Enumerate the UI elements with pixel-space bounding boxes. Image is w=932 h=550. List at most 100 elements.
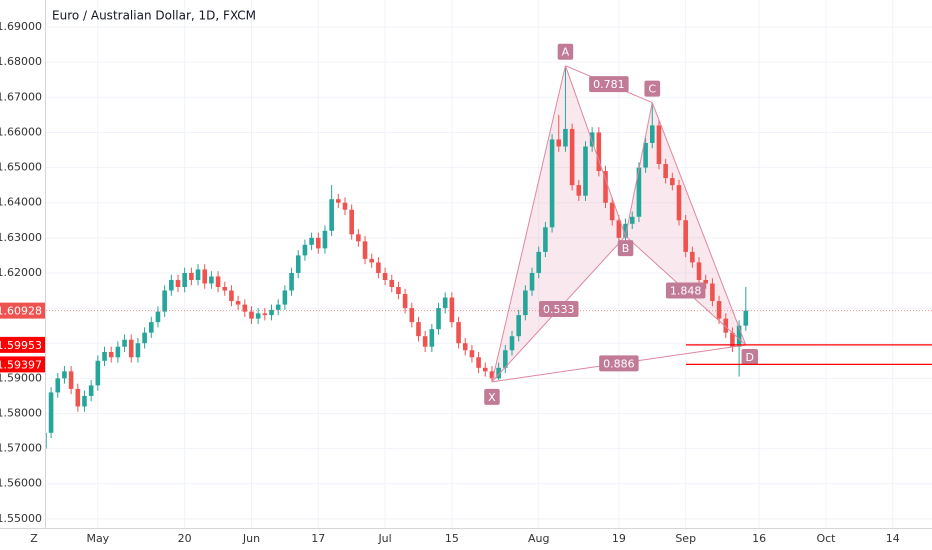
candle-body [509,336,515,351]
pattern-point-label-text: X [488,391,496,404]
candle-body [255,313,261,319]
pattern-line [625,102,653,237]
candle-body [449,297,455,323]
candle-body [543,227,548,252]
candle-body [422,336,428,347]
candle-body [663,164,668,179]
candle-body [696,262,702,280]
candle-body [75,388,81,407]
pattern-point-label: A [557,43,574,60]
candle-body [309,237,314,245]
candle-body [563,128,568,147]
x-tick-label: Aug [528,532,549,545]
pattern-line [651,102,747,346]
candle-body [169,279,174,291]
pattern-point-label: C [644,80,661,97]
candle-body [476,357,481,368]
candle-body [195,269,201,280]
candle-body [162,290,167,312]
candle-body [376,262,381,273]
candle-body [462,343,468,351]
x-tick-label: Oct [816,532,836,545]
candle-body [342,202,348,210]
pattern-line [491,65,566,382]
candle-body [596,132,602,172]
x-tick-label: 15 [445,532,459,545]
timezone-button[interactable]: Z [30,532,38,545]
ratio-label: 0.886 [599,355,639,372]
ratio-label-text: 1.848 [670,285,702,298]
candle-body [128,339,134,358]
pattern-point-label-text: D [746,351,754,364]
level-label-box [0,336,45,353]
candle-body [736,325,742,347]
x-tick-label: 17 [311,532,325,545]
candle-body [302,244,308,256]
y-tick-label: 1.68000 [0,55,42,68]
last-price-label-box [0,302,45,319]
candle-body [549,139,555,228]
candle-body [603,171,608,203]
x-tick-label: Jul [377,532,391,545]
candle-body [222,287,228,291]
y-tick-label: 1.64000 [0,196,42,209]
candle-body [95,360,101,386]
candle-body [496,367,501,379]
x-tick-label: 16 [752,532,766,545]
candle-body [442,297,448,309]
candle-body [148,322,154,333]
level-label: 1.59397 [0,358,42,371]
candle-body [643,142,648,168]
candle-body [743,310,749,326]
candle-body [102,352,107,361]
candle-body [108,352,114,358]
candle-body [189,272,194,280]
pattern-point-label-box [644,80,661,97]
candle-body [135,343,141,358]
y-tick-label: 1.63000 [0,231,42,244]
candle-body [289,272,294,291]
pattern-point-label-box [484,388,500,405]
candle-body [556,139,562,147]
candle-body [62,371,67,379]
candle-body [362,241,368,259]
candle-body [676,185,682,221]
pattern-point-label-box [557,43,574,60]
candle-body [730,332,735,347]
candle-body [82,395,87,407]
ratio-label-box [539,300,579,317]
candle-body [482,367,488,372]
candle-body [329,199,334,231]
candle-body [416,322,421,337]
ratio-label-box [665,282,706,299]
y-tick-label: 1.67000 [0,90,42,103]
candle-body [569,128,575,186]
candle-body [48,392,54,433]
candle-body [523,290,528,316]
candle-body [269,309,274,316]
candle-body [670,178,675,186]
candle-body [115,346,121,358]
x-tick-label: Sep [675,532,696,545]
level-label: 1.59953 [0,339,42,352]
last-price-label: 1.60928 [0,305,42,318]
pattern-point-label: X [484,388,500,405]
candle-body [389,279,395,288]
candle-body [683,220,688,252]
candle-body [576,185,582,196]
candle-body [336,199,341,203]
candle-body [356,234,361,242]
candle-body [249,311,254,319]
candle-body [242,304,248,312]
y-tick-label: 1.65000 [0,161,42,174]
pattern-point-label: D [741,348,759,365]
ratio-label-text: 0.886 [603,357,635,370]
candle-body [469,350,475,358]
candle-body [382,272,388,280]
candle-body [122,339,127,347]
candle-body [46,432,47,449]
y-tick-label: 1.66000 [0,125,42,138]
candle-body [436,308,441,330]
candle-body [202,269,208,284]
